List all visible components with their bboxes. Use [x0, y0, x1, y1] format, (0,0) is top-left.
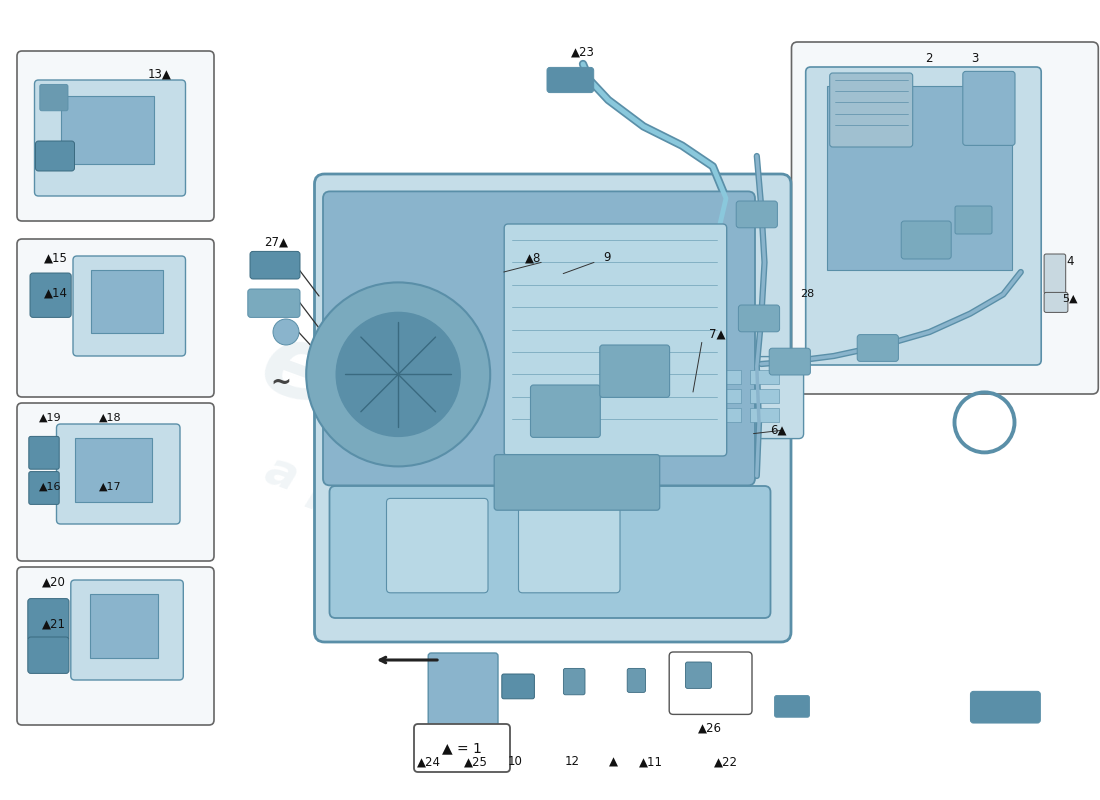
Text: ▲17: ▲17: [99, 482, 122, 491]
Text: ▲8: ▲8: [525, 251, 541, 264]
FancyBboxPatch shape: [970, 691, 1041, 723]
FancyBboxPatch shape: [330, 486, 770, 618]
Bar: [827, 86, 1012, 270]
FancyBboxPatch shape: [16, 51, 214, 221]
FancyBboxPatch shape: [323, 191, 755, 486]
FancyBboxPatch shape: [502, 674, 535, 699]
Text: ~: ~: [271, 370, 290, 394]
FancyBboxPatch shape: [504, 224, 727, 456]
Bar: [750, 370, 779, 384]
Text: 4: 4: [1067, 255, 1074, 268]
Bar: [750, 389, 779, 403]
FancyBboxPatch shape: [16, 567, 214, 725]
FancyBboxPatch shape: [829, 73, 913, 147]
FancyBboxPatch shape: [250, 251, 300, 279]
FancyBboxPatch shape: [35, 141, 75, 171]
Text: 2: 2: [925, 52, 932, 65]
FancyBboxPatch shape: [792, 42, 1098, 394]
Text: ▲11: ▲11: [639, 755, 663, 768]
Text: 9: 9: [603, 251, 611, 264]
FancyBboxPatch shape: [769, 348, 811, 375]
FancyBboxPatch shape: [600, 345, 670, 398]
Text: 13▲: 13▲: [147, 68, 172, 81]
Text: ▲14: ▲14: [44, 286, 68, 299]
Text: 27▲: 27▲: [264, 235, 288, 248]
FancyBboxPatch shape: [16, 403, 214, 561]
Text: 5▲: 5▲: [1063, 294, 1078, 303]
Bar: [75, 438, 152, 502]
Bar: [713, 370, 741, 384]
Text: 28: 28: [801, 290, 814, 299]
FancyBboxPatch shape: [857, 334, 899, 362]
FancyBboxPatch shape: [805, 67, 1042, 365]
FancyBboxPatch shape: [28, 598, 69, 641]
Bar: [713, 389, 741, 403]
FancyBboxPatch shape: [530, 385, 601, 438]
Text: 12: 12: [564, 755, 580, 768]
FancyBboxPatch shape: [627, 668, 646, 692]
Bar: [91, 270, 163, 333]
Text: ▲19: ▲19: [39, 413, 62, 422]
FancyBboxPatch shape: [414, 724, 510, 772]
Text: 10: 10: [507, 755, 522, 768]
FancyBboxPatch shape: [34, 80, 186, 196]
FancyBboxPatch shape: [248, 289, 300, 318]
Circle shape: [306, 282, 491, 466]
Text: 7▲: 7▲: [710, 328, 726, 341]
Text: ▲26: ▲26: [697, 722, 722, 734]
FancyBboxPatch shape: [70, 580, 184, 680]
Text: ▲24: ▲24: [417, 755, 441, 768]
FancyBboxPatch shape: [29, 437, 59, 469]
Text: ▲: ▲: [609, 755, 618, 768]
FancyBboxPatch shape: [494, 454, 660, 510]
Text: 3: 3: [971, 52, 978, 65]
Text: ▲ = 1: ▲ = 1: [442, 741, 482, 755]
FancyBboxPatch shape: [563, 668, 585, 694]
FancyBboxPatch shape: [1044, 292, 1068, 312]
FancyBboxPatch shape: [28, 637, 69, 674]
Text: a passion: a passion: [258, 448, 512, 576]
Text: ▲15: ▲15: [44, 251, 68, 264]
Bar: [750, 408, 779, 422]
FancyBboxPatch shape: [962, 71, 1015, 146]
FancyBboxPatch shape: [685, 662, 712, 688]
FancyBboxPatch shape: [428, 653, 498, 746]
Bar: [90, 594, 158, 658]
Text: ▲23: ▲23: [571, 46, 595, 58]
Text: 6▲: 6▲: [770, 424, 786, 437]
Circle shape: [273, 319, 299, 345]
FancyBboxPatch shape: [30, 273, 72, 318]
FancyBboxPatch shape: [901, 221, 952, 259]
Text: ▲16: ▲16: [39, 482, 60, 491]
FancyBboxPatch shape: [1044, 254, 1066, 294]
FancyBboxPatch shape: [40, 84, 68, 110]
Bar: [713, 408, 741, 422]
FancyBboxPatch shape: [29, 471, 59, 504]
Bar: [60, 96, 154, 164]
Text: ▲20: ▲20: [42, 575, 66, 588]
Circle shape: [337, 313, 460, 437]
Text: ▲25: ▲25: [464, 755, 488, 768]
FancyBboxPatch shape: [16, 239, 214, 397]
FancyBboxPatch shape: [56, 424, 180, 524]
Text: ▲21: ▲21: [42, 618, 66, 630]
FancyBboxPatch shape: [518, 498, 620, 593]
FancyBboxPatch shape: [774, 696, 810, 718]
FancyBboxPatch shape: [386, 498, 488, 593]
Text: ▲22: ▲22: [714, 755, 738, 768]
FancyBboxPatch shape: [73, 256, 186, 356]
FancyBboxPatch shape: [955, 206, 992, 234]
FancyBboxPatch shape: [696, 357, 804, 438]
FancyBboxPatch shape: [736, 201, 778, 228]
FancyBboxPatch shape: [547, 67, 594, 93]
FancyBboxPatch shape: [315, 174, 791, 642]
Text: europ: europ: [246, 314, 590, 518]
Text: ▲18: ▲18: [99, 413, 122, 422]
FancyBboxPatch shape: [738, 305, 780, 332]
